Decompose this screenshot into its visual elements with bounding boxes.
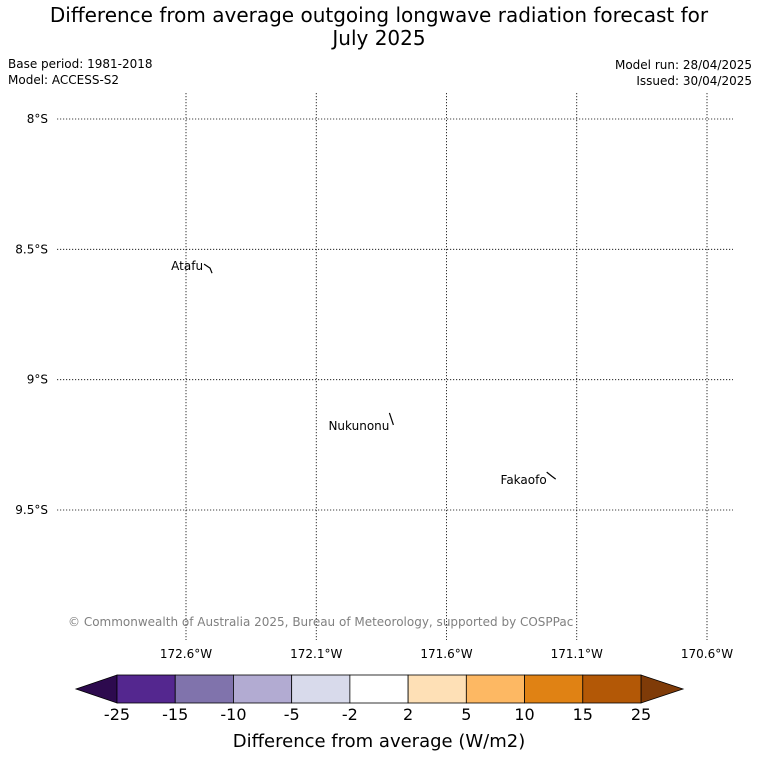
- issued-text: Issued: 30/04/2025: [636, 74, 752, 88]
- island-coastline: [546, 471, 557, 480]
- longitude-label: 172.1°W: [290, 647, 342, 661]
- longitude-label: 170.6°W: [681, 647, 733, 661]
- colorbar-bin: [524, 674, 584, 704]
- colorbar-tick-label: 5: [461, 705, 471, 724]
- colorbar-over-extension: [640, 674, 685, 704]
- map-title: Difference from average outgoing longwav…: [0, 4, 758, 50]
- colorbar-tick-label: 2: [403, 705, 413, 724]
- colorbar-bin: [291, 674, 351, 704]
- meta-right: Model run: 28/04/2025 Issued: 30/04/2025: [615, 57, 752, 89]
- map-title-line2: July 2025: [332, 26, 426, 50]
- latitude-label: 9°S: [27, 373, 48, 387]
- colorbar-bin: [349, 674, 409, 704]
- colorbar-bin: [233, 674, 293, 704]
- island-coastline: [203, 263, 213, 274]
- model-text: Model: ACCESS-S2: [8, 73, 120, 87]
- colorbar-bin: [465, 674, 525, 704]
- colorbar-tick-label: -10: [220, 705, 246, 724]
- meta-left: Base period: 1981-2018 Model: ACCESS-S2: [8, 56, 153, 88]
- longitude-label: 172.6°W: [160, 647, 212, 661]
- colorbar-under-extension: [74, 674, 118, 704]
- place-label: Fakaofo: [501, 473, 547, 487]
- latitude-label: 8°S: [27, 112, 48, 126]
- island-coastline: [388, 412, 394, 426]
- place-label: Nukunonu: [328, 419, 389, 433]
- colorbar-tick-label: 25: [631, 705, 651, 724]
- colorbar-bin: [582, 674, 642, 704]
- colorbar-tick-label: -25: [104, 705, 130, 724]
- longitude-label: 171.6°W: [420, 647, 472, 661]
- base-period-text: Base period: 1981-2018: [8, 57, 153, 71]
- colorbar-bin: [407, 674, 467, 704]
- colorbar-title: Difference from average (W/m2): [233, 731, 525, 752]
- colorbar-tick-label: 10: [514, 705, 534, 724]
- latitude-label: 9.5°S: [15, 503, 48, 517]
- colorbar-bin: [174, 674, 234, 704]
- longitude-label: 171.1°W: [551, 647, 603, 661]
- place-label: Atafu: [171, 259, 203, 273]
- colorbar-tick-label: -15: [162, 705, 188, 724]
- colorbar-tick-label: -2: [342, 705, 358, 724]
- colorbar-tick-label: -5: [284, 705, 300, 724]
- copyright-text: © Commonwealth of Australia 2025, Bureau…: [68, 615, 573, 629]
- model-run-text: Model run: 28/04/2025: [614, 58, 752, 72]
- latitude-label: 8.5°S: [15, 242, 48, 256]
- map-title-line1: Difference from average outgoing longwav…: [49, 3, 709, 27]
- colorbar-bin: [116, 674, 176, 704]
- colorbar-tick-label: 15: [573, 705, 593, 724]
